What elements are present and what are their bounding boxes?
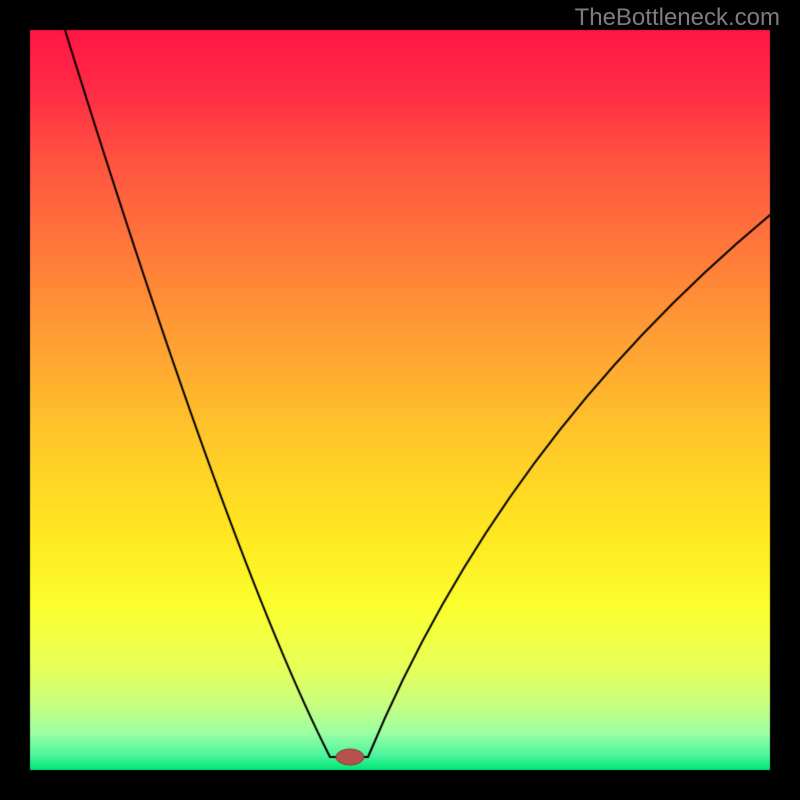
bottleneck-chart-canvas bbox=[0, 0, 800, 800]
chart-container: TheBottleneck.com bbox=[0, 0, 800, 800]
